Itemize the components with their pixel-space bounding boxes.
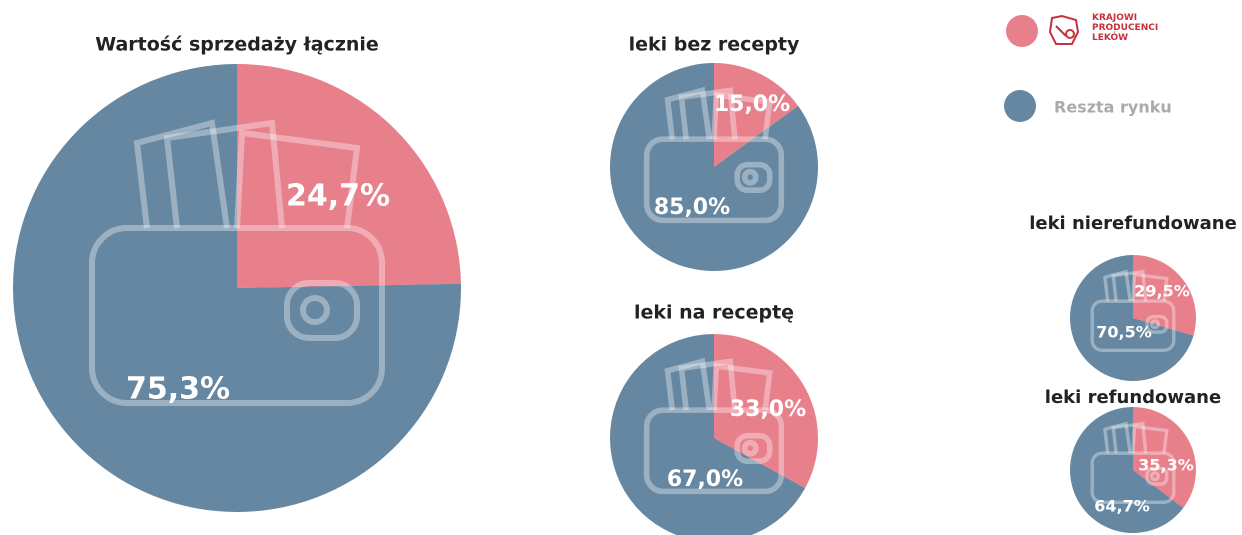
bill [163, 119, 285, 229]
wallet-clasp [734, 432, 773, 464]
data-label: 29,5% [1134, 282, 1190, 301]
bill [1111, 269, 1148, 302]
chart-title: leki nierefundowane [1029, 213, 1237, 234]
wallet-body [1090, 451, 1176, 505]
wallet-clasp [1145, 314, 1169, 334]
bill [664, 86, 713, 140]
pie-slice [1070, 255, 1194, 381]
wallet-button [741, 439, 759, 457]
wallet-button [1149, 471, 1160, 482]
chart-title: leki na receptę [634, 302, 794, 324]
wallet-clasp [734, 161, 773, 193]
legend-label: KRAJOWI PRODUCENCI LEKÓW [1092, 13, 1159, 43]
pie-slice [610, 334, 806, 535]
bill [711, 362, 773, 411]
pie-slice [1133, 407, 1197, 508]
wallet-icon [643, 357, 785, 495]
bill [1131, 424, 1169, 454]
data-label: 35,3% [1138, 456, 1194, 475]
legend-swatch [1006, 15, 1038, 47]
data-label: 75,3% [126, 372, 230, 407]
wallet-icon [1090, 421, 1176, 505]
legend-label: Reszta rynku [1054, 98, 1172, 117]
data-label: 64,7% [1094, 497, 1150, 516]
pie-slice [237, 64, 461, 288]
bill [1103, 269, 1132, 302]
chart-title: leki bez recepty [629, 34, 800, 56]
wallet-body [1090, 299, 1176, 353]
bill [678, 87, 738, 140]
bill [1131, 272, 1169, 302]
bill [1103, 421, 1132, 454]
logo-dot [1065, 29, 1075, 39]
pie-slice [1133, 255, 1196, 336]
pie-slice [13, 64, 462, 512]
wallet-body [643, 407, 785, 495]
wallet-button [1149, 319, 1160, 330]
legend-swatch [1004, 90, 1036, 122]
chart-title: Wartość sprzedaży łącznie [95, 34, 379, 56]
data-label: 15,0% [714, 92, 790, 117]
bill [711, 91, 773, 140]
legend-logo-icon [1048, 14, 1080, 45]
bill [133, 119, 230, 229]
wallet-icon [89, 119, 385, 406]
data-label: 24,7% [286, 179, 390, 214]
bill [234, 129, 361, 229]
wallet-button [741, 168, 759, 186]
logo-shape [1048, 14, 1080, 45]
data-label: 70,5% [1096, 323, 1152, 342]
wallet-icon [1090, 269, 1176, 353]
data-label: 67,0% [667, 467, 743, 492]
data-label: 33,0% [730, 397, 806, 422]
wallet-body [643, 136, 785, 224]
pie-slice [1070, 407, 1184, 533]
pie-slice [610, 63, 818, 271]
data-label: 85,0% [654, 195, 730, 220]
wallet-clasp [284, 280, 360, 341]
bill [678, 358, 738, 411]
wallet-button [300, 295, 330, 325]
pie-slice [714, 63, 799, 167]
wallet-body [89, 225, 385, 406]
chart-title: leki refundowane [1045, 387, 1221, 408]
bill [664, 357, 713, 411]
wallet-clasp [1145, 466, 1169, 486]
bill [1111, 421, 1148, 454]
wallet-icon [643, 86, 785, 224]
logo-line [1055, 25, 1067, 37]
pie-slice [714, 334, 818, 489]
